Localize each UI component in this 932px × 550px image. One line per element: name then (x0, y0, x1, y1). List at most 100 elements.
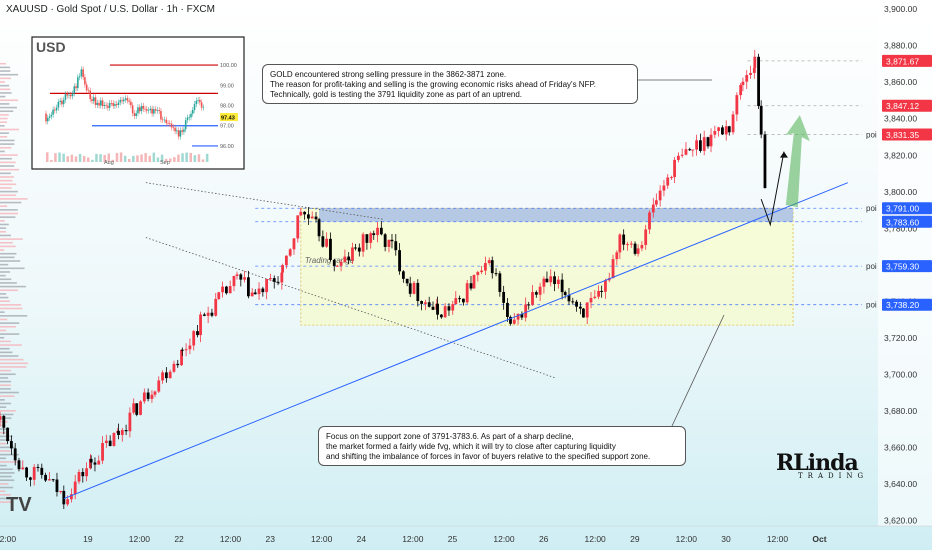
usd-inset-candle (46, 117, 49, 122)
candle-body (112, 433, 116, 446)
candle-body (401, 271, 405, 279)
usd-inset-candle (91, 99, 93, 102)
candle-body (752, 67, 756, 73)
volume-profile-bar (0, 475, 12, 478)
candle-body (648, 212, 651, 230)
candle-body (70, 494, 73, 500)
candle-body (284, 255, 288, 266)
candle-body (32, 466, 36, 480)
candle-body (196, 331, 199, 336)
usd-inset-candle (183, 129, 185, 132)
usd-inset-candle (107, 105, 109, 108)
time-axis-tick: 12:00 (311, 534, 333, 544)
candle-body (484, 263, 487, 271)
volume-profile-bar (0, 479, 15, 482)
usd-inset-candle (96, 102, 99, 105)
candle-body (721, 127, 724, 135)
candle-body (66, 499, 70, 505)
volume-profile-bar (0, 285, 26, 288)
price-axis-tick: 3,640.00 (884, 479, 917, 489)
volume-profile-bar (0, 125, 5, 127)
price-axis-tick: 3,680.00 (884, 406, 917, 416)
usd-inset-candle (101, 100, 104, 106)
candle-body (684, 149, 688, 155)
candle-body (560, 279, 564, 293)
candle-body (176, 363, 180, 366)
poi-label: poi (866, 131, 877, 140)
price-axis-tick: 3,720.00 (884, 333, 917, 343)
time-axis-tick: 22 (174, 534, 184, 544)
time-axis-tick: 24 (357, 534, 367, 544)
candle-body (698, 140, 702, 151)
volume-profile-bar (0, 464, 7, 467)
volume-profile-bar (0, 220, 5, 222)
volume-profile-bar (0, 249, 5, 251)
candle-body (247, 277, 250, 297)
candle-body (465, 283, 469, 303)
volume-profile-bar (0, 212, 19, 215)
volume-profile-bar (0, 150, 5, 153)
volume-profile-bar (0, 190, 18, 193)
candle-body (585, 302, 589, 318)
candle-body (622, 234, 626, 245)
candle-body (379, 227, 383, 235)
volume-profile-bar (0, 450, 11, 452)
candle-body (257, 288, 261, 295)
candle-body (571, 301, 575, 303)
volume-profile-bar (0, 114, 9, 116)
candle-body (745, 75, 749, 82)
candle-body (490, 260, 494, 274)
bottom-callout-pointer (671, 314, 725, 427)
top-callout-line-2: The reason for profit-taking and selling… (270, 80, 596, 89)
candle-body (383, 234, 387, 247)
usd-inset-candle (110, 102, 113, 104)
candle-body (44, 474, 47, 481)
volume-profile-bar (0, 99, 18, 102)
usd-inset-candle (75, 86, 77, 89)
candle-body (36, 466, 40, 468)
usd-inset-candle (195, 100, 198, 105)
bottom-callout: Focus on the support zone of 3791-3783.6… (318, 426, 686, 466)
volume-profile-bar (0, 252, 17, 255)
candle-body (93, 462, 97, 465)
volume-profile-bar (0, 77, 12, 80)
candle-body (51, 479, 55, 481)
usd-inset-volume (123, 155, 127, 162)
usd-inset-candle (119, 100, 122, 103)
candle-body (578, 306, 582, 309)
price-axis-tick: 3,700.00 (884, 369, 917, 379)
top-callout-line-1: GOLD encountered strong selling pressure… (270, 70, 507, 79)
candle-body (132, 403, 136, 413)
candle-body (310, 216, 314, 219)
volume-profile-bar (0, 238, 23, 240)
candle-body (108, 440, 112, 446)
usd-inset-candle (156, 110, 159, 111)
candle-body (272, 278, 276, 282)
time-axis-tick: 30 (721, 534, 731, 544)
usd-inset-candle (66, 94, 69, 96)
candle-body (217, 292, 221, 299)
time-axis-tick: 19 (83, 534, 93, 544)
usd-inset-candle (77, 77, 79, 89)
candle-body (28, 477, 32, 480)
volume-profile-bar (0, 318, 8, 321)
candle-body (224, 286, 228, 294)
volume-profile-bar (0, 88, 11, 91)
candle-body (357, 247, 361, 252)
volume-profile-bar (0, 179, 13, 182)
volume-profile-bar (0, 340, 11, 343)
usd-inset-volume (82, 156, 86, 162)
candle-body (753, 56, 757, 68)
candle-body (280, 272, 284, 283)
usd-inset-volume (144, 153, 147, 162)
candle-body (265, 279, 269, 293)
volume-profile-bar (0, 274, 6, 277)
volume-profile-bar (0, 139, 15, 142)
volume-profile-bar (0, 417, 12, 419)
usd-inset-current-badge (220, 113, 238, 122)
candle-body (454, 298, 458, 305)
usd-inset-candle (163, 119, 166, 121)
candle-body (713, 131, 717, 135)
usd-inset-candle (161, 119, 164, 121)
